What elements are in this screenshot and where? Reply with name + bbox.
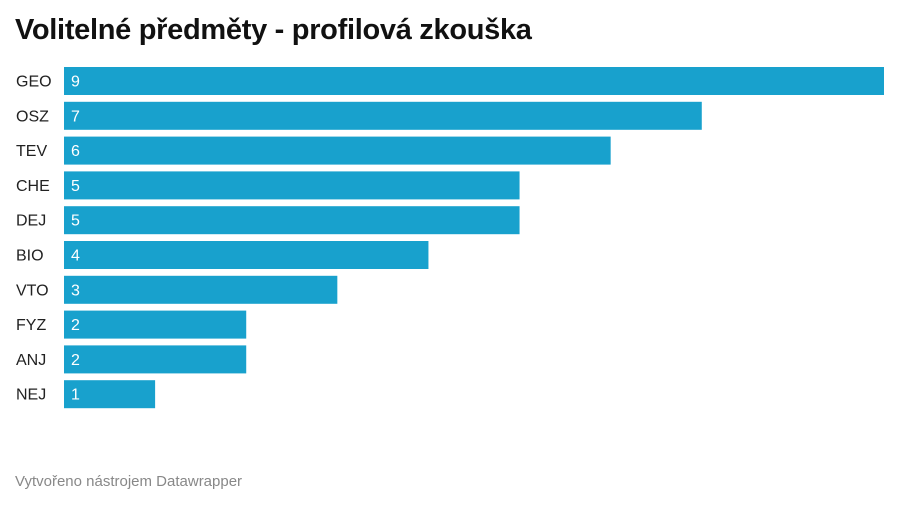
category-label: ANJ [16,352,46,369]
category-label: GEO [16,74,52,91]
bar [64,101,702,130]
bar [64,310,247,339]
bar [64,275,338,304]
bar-row-geo: GEO 9 [16,67,884,95]
bar [64,171,520,200]
value-label: 5 [71,213,80,230]
value-label: 7 [71,108,80,125]
bar [64,206,520,235]
bar-row-anj: ANJ 2 [16,345,247,374]
value-label: 2 [71,317,80,334]
bar [64,136,611,165]
category-label: TEV [16,143,47,160]
value-label: 5 [71,178,80,195]
bar-row-dej: DEJ 5 [16,206,520,235]
bar [64,241,429,269]
value-label: 9 [71,74,80,91]
bar-row-nej: NEJ 1 [16,380,156,409]
bar-row-fyz: FYZ 2 [16,310,247,339]
chart-title: Volitelné předměty - profilová zkouška [15,14,532,46]
value-label: 2 [71,352,80,369]
category-label: CHE [16,178,50,195]
bar-row-tev: TEV 6 [16,136,611,165]
category-label: NEJ [16,387,46,404]
value-label: 1 [71,387,80,404]
category-label: BIO [16,248,44,265]
category-label: OSZ [16,108,49,125]
footer-credit[interactable]: Vytvořeno nástrojem Datawrapper [15,473,243,490]
value-label: 4 [71,248,80,265]
bar [64,345,247,374]
bar-row-che: CHE 5 [16,171,520,200]
category-label: VTO [16,282,49,299]
bar-row-vto: VTO 3 [16,275,338,304]
bar-row-osz: OSZ 7 [16,101,702,130]
category-label: FYZ [16,317,46,334]
bar-chart: GEO 9 OSZ 7 TEV 6 CHE 5 DEJ 5 BIO 4 VTO 3 FYZ 2 ANJ 2 NEJ 1 [16,67,884,409]
value-label: 3 [71,282,80,299]
bar-row-bio: BIO 4 [16,241,429,269]
value-label: 6 [71,143,80,160]
bar [64,67,884,95]
bar [64,380,156,409]
category-label: DEJ [16,213,46,230]
